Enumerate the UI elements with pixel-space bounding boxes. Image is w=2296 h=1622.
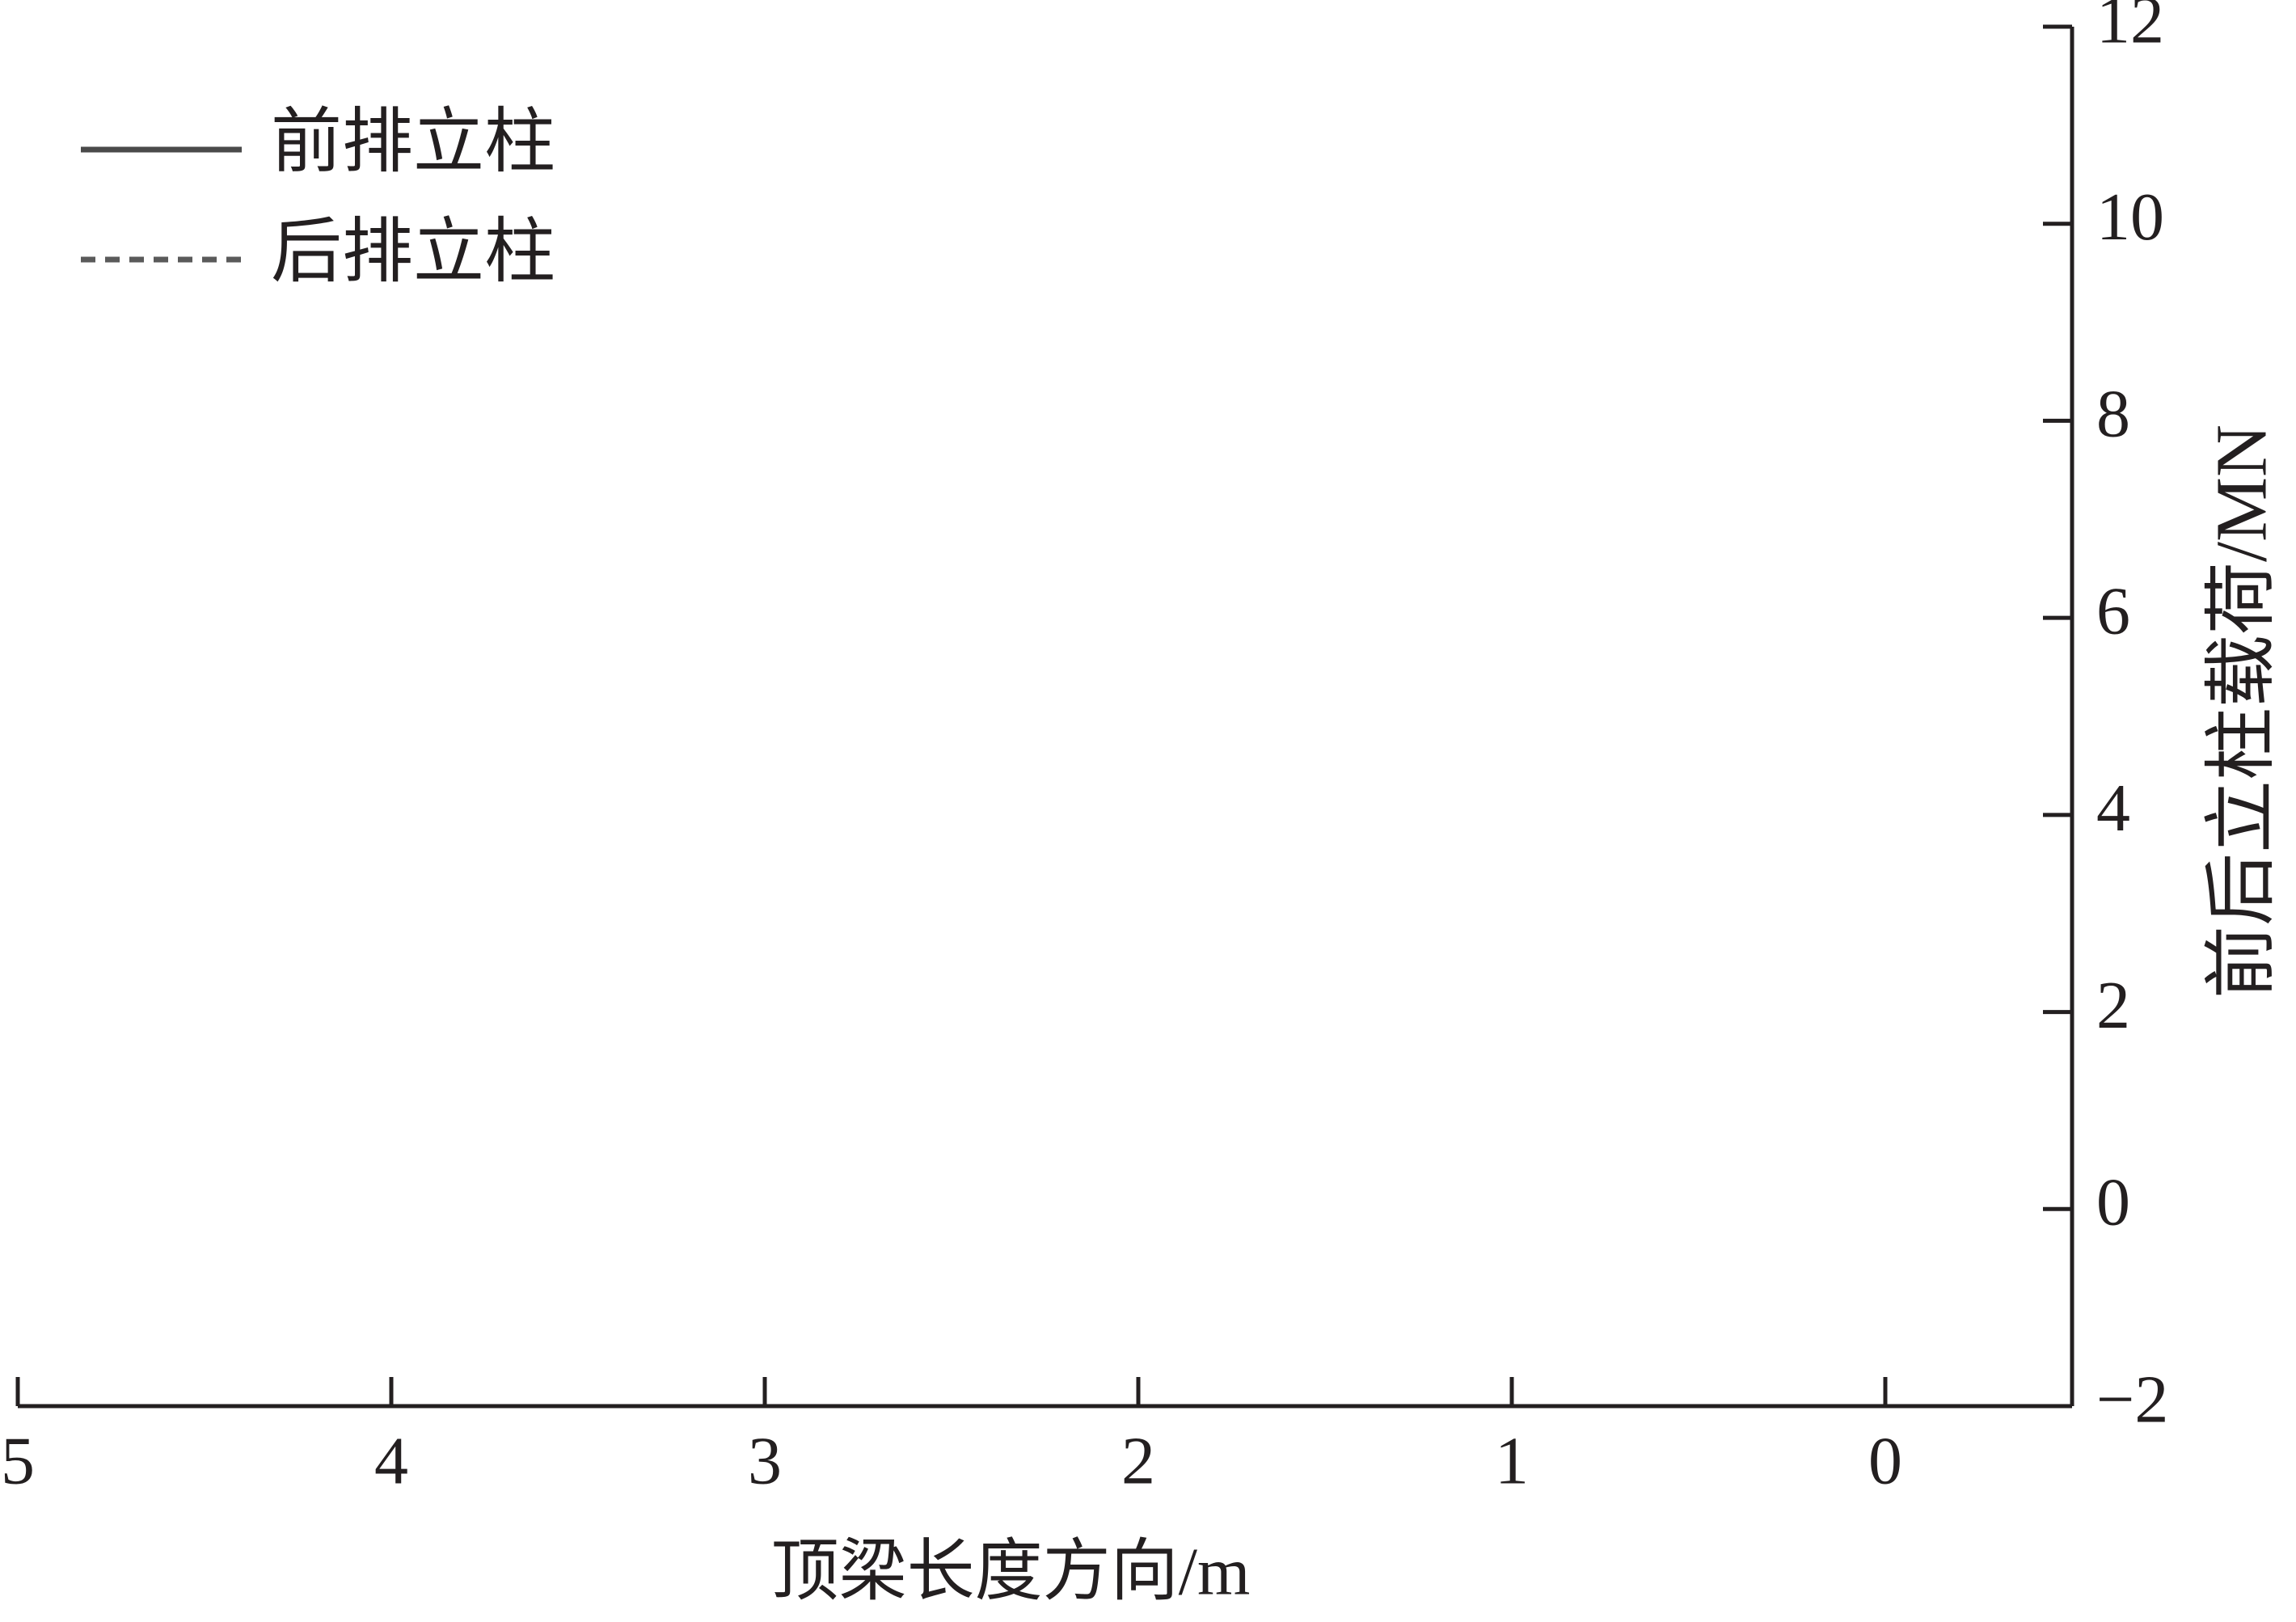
legend-label: 前排立柱 [271, 103, 555, 182]
x-tick-label: 4 [374, 1423, 408, 1498]
legend-label: 后排立柱 [271, 213, 555, 292]
x-tick-label: 0 [1868, 1423, 1902, 1498]
y-tick-label: 4 [2096, 771, 2130, 846]
y-axis-title: 前后立柱载荷/MN [2202, 425, 2282, 999]
y-tick-label: 0 [2096, 1165, 2130, 1240]
x-axis-title: 顶梁长度方向/m [771, 1534, 1251, 1609]
x-tick-label: 3 [748, 1423, 782, 1498]
y-tick-label: 6 [2096, 573, 2130, 648]
y-tick-label: 10 [2096, 180, 2164, 255]
y-tick-label: 8 [2096, 377, 2130, 452]
x-tick-label: 5 [1, 1423, 35, 1498]
y-tick-label: 2 [2096, 968, 2130, 1043]
y-tick-label: 12 [2096, 0, 2164, 57]
x-tick-label: 2 [1121, 1423, 1155, 1498]
y-tick-label: −2 [2096, 1362, 2168, 1437]
x-tick-label: 1 [1495, 1423, 1529, 1498]
